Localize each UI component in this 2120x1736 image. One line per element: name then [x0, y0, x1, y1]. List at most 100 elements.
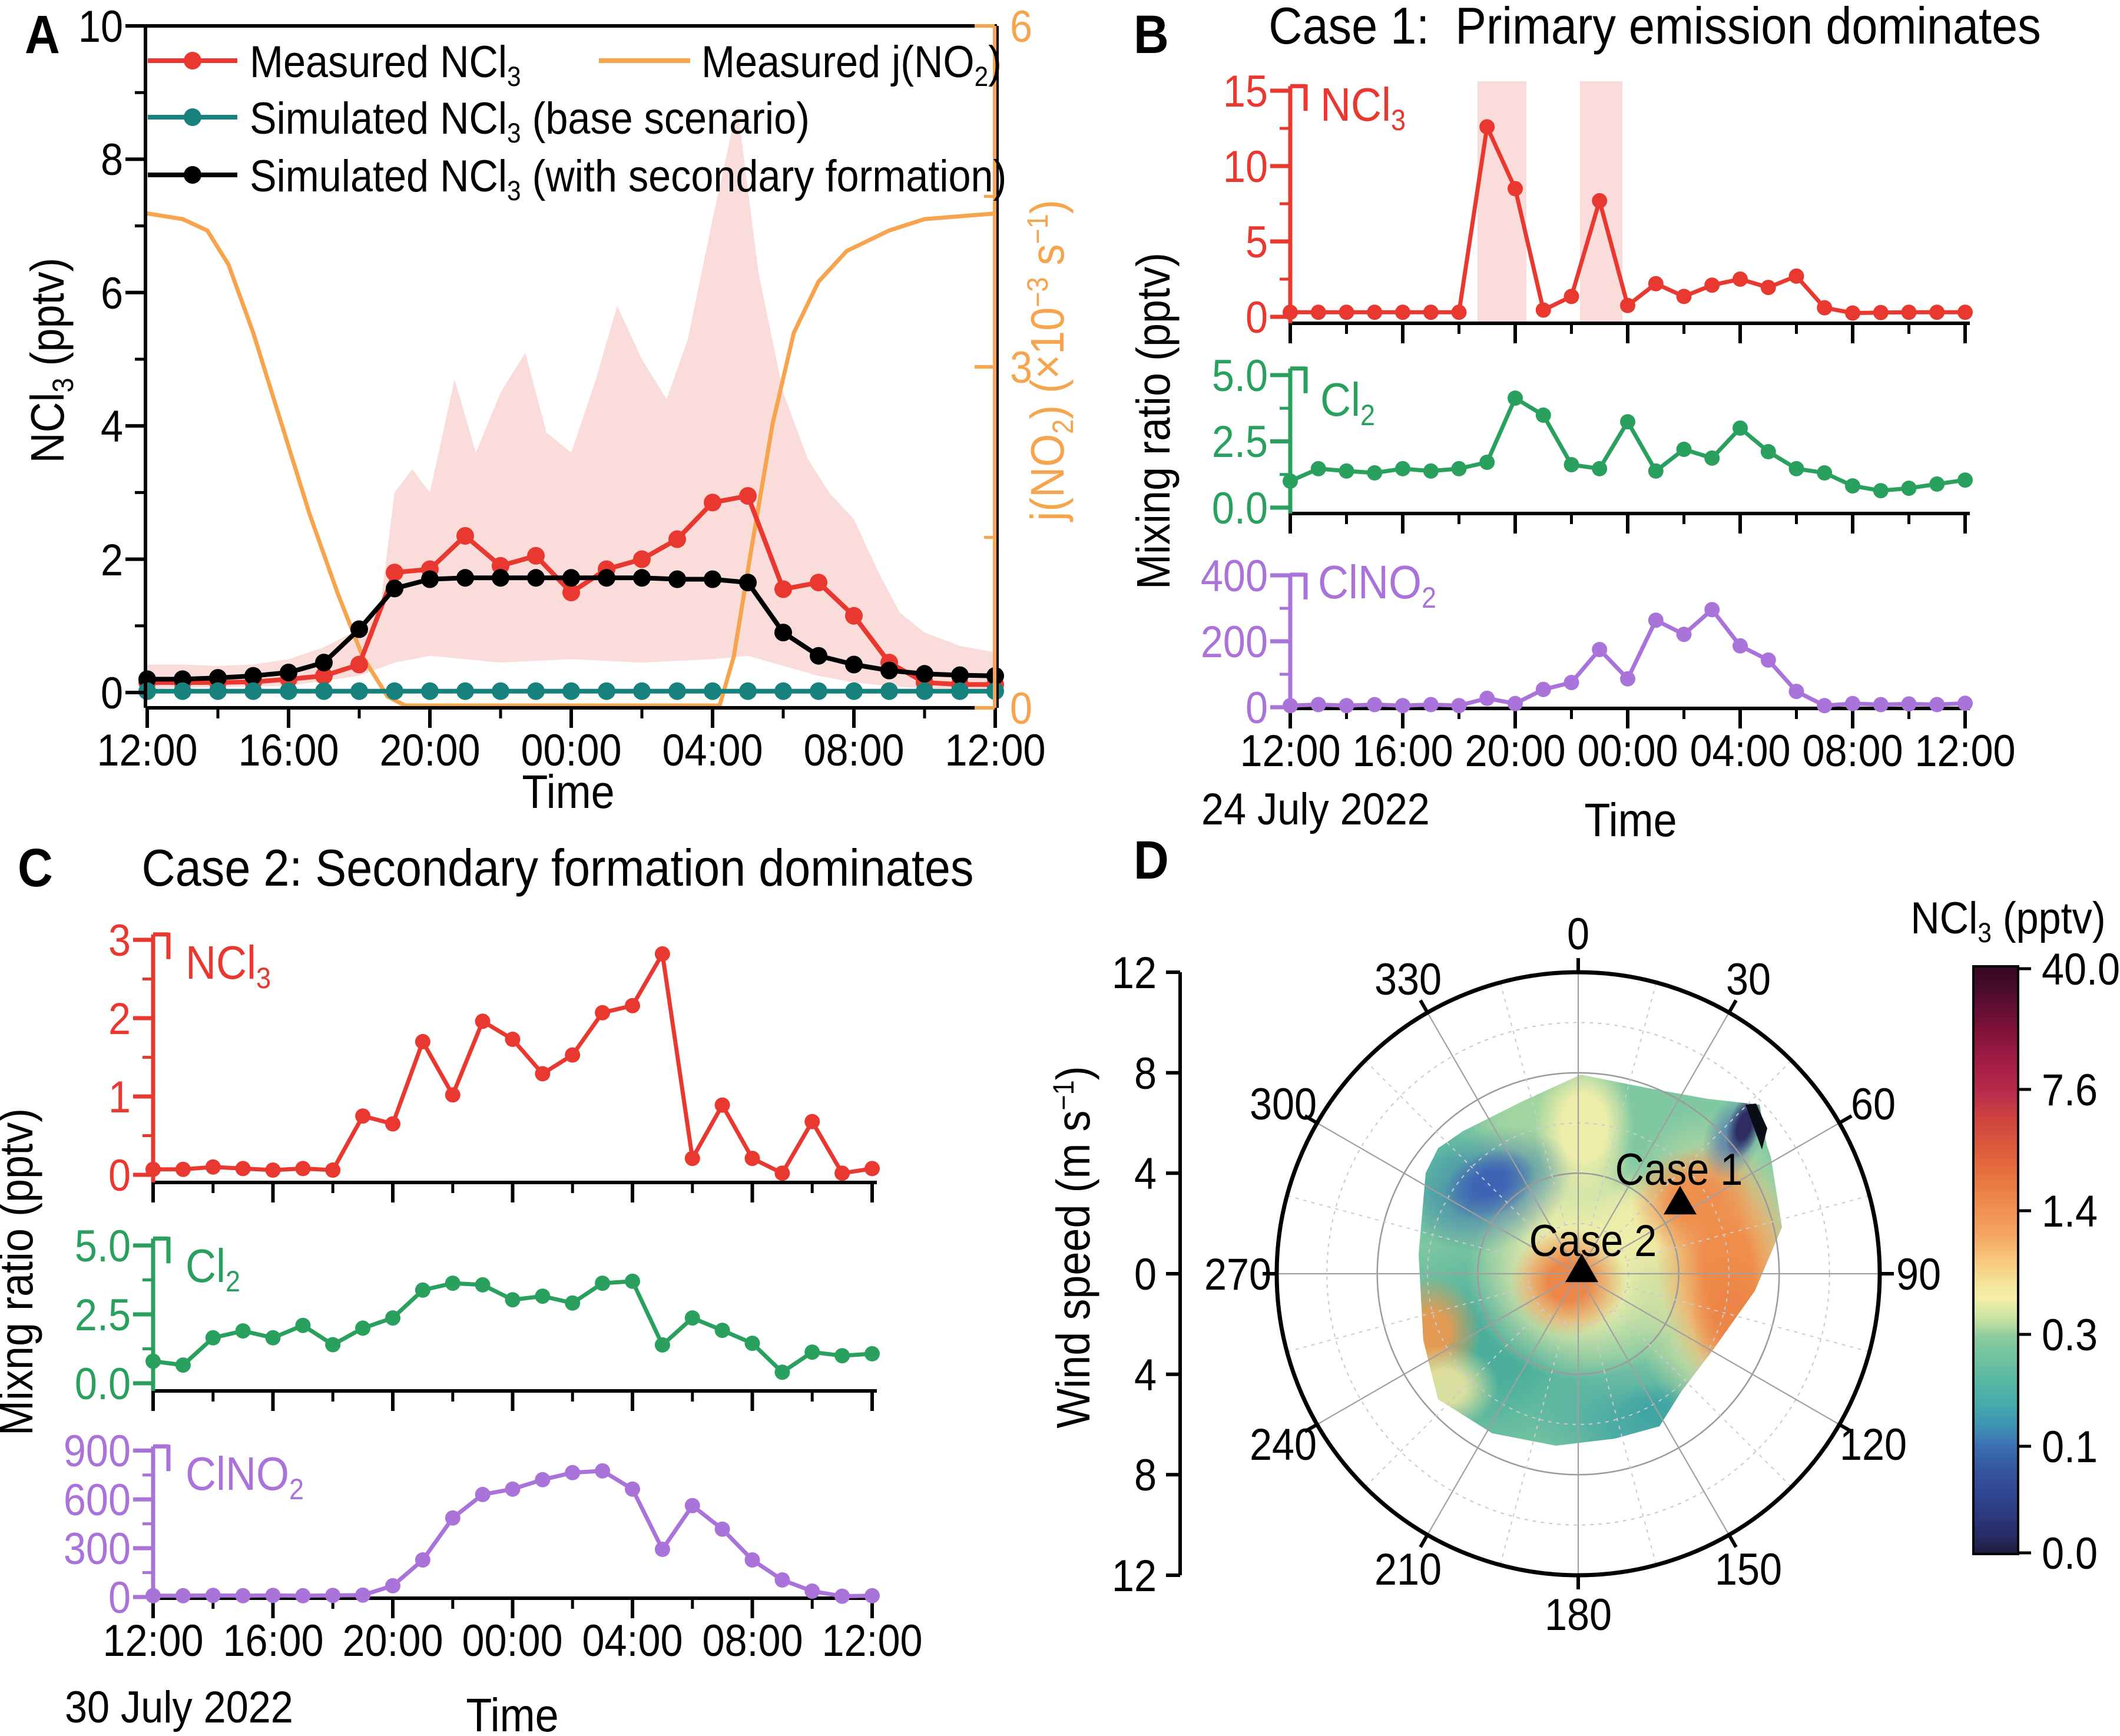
svg-text:3: 3: [1010, 343, 1032, 393]
svg-text:Time: Time: [1584, 794, 1677, 847]
svg-text:120: 120: [1840, 1420, 1907, 1470]
svg-text:A: A: [25, 4, 60, 65]
svg-text:150: 150: [1715, 1545, 1782, 1595]
svg-text:Case 2: Case 2: [1529, 1217, 1657, 1266]
svg-text:60: 60: [1851, 1080, 1896, 1129]
svg-text:Mixing ratio (pptv): Mixing ratio (pptv): [1128, 253, 1180, 589]
svg-text:30: 30: [1726, 955, 1771, 1005]
svg-text:2.5: 2.5: [1212, 418, 1268, 467]
svg-text:2: 2: [101, 536, 123, 585]
svg-text:20:00: 20:00: [379, 726, 480, 776]
svg-text:240: 240: [1250, 1420, 1317, 1470]
svg-text:0: 0: [1246, 293, 1268, 343]
svg-text:300: 300: [64, 1525, 131, 1574]
svg-text:180: 180: [1545, 1591, 1612, 1640]
svg-text:j(NO2) (×10−3 s−1): j(NO2) (×10−3 s−1): [1022, 200, 1080, 522]
svg-text:4: 4: [1134, 1149, 1157, 1199]
svg-text:8: 8: [101, 135, 123, 185]
svg-text:0.3: 0.3: [2042, 1311, 2098, 1360]
svg-text:ClNO2: ClNO2: [1318, 556, 1436, 615]
svg-text:NCl3: NCl3: [186, 937, 271, 995]
svg-text:Case 2: Secondary formation do: Case 2: Secondary formation dominates: [142, 839, 974, 897]
svg-text:Time: Time: [522, 766, 614, 819]
svg-text:04:00: 04:00: [662, 726, 763, 776]
svg-text:Case 1: Case 1: [1615, 1145, 1743, 1195]
svg-text:4: 4: [1134, 1351, 1157, 1400]
svg-text:0.0: 0.0: [2042, 1529, 2098, 1579]
svg-text:210: 210: [1374, 1545, 1442, 1595]
svg-text:0: 0: [1134, 1250, 1157, 1300]
svg-text:D: D: [1134, 830, 1169, 890]
svg-text:08:00: 08:00: [803, 726, 904, 776]
svg-text:5.0: 5.0: [1212, 352, 1268, 401]
svg-text:NCl3: NCl3: [1320, 79, 1406, 137]
svg-text:12:00: 12:00: [1240, 727, 1340, 776]
svg-text:12: 12: [1112, 1552, 1157, 1601]
svg-text:Mixng ratio (pptv): Mixng ratio (pptv): [0, 1108, 43, 1436]
svg-text:12:00: 12:00: [822, 1616, 922, 1666]
svg-text:16:00: 16:00: [223, 1616, 323, 1666]
svg-text:5.0: 5.0: [75, 1222, 131, 1271]
svg-text:Wind speed (m s−1): Wind speed (m s−1): [1048, 1066, 1100, 1428]
svg-text:0: 0: [1246, 684, 1268, 733]
svg-text:24 July 2022: 24 July 2022: [1201, 785, 1430, 834]
svg-text:0: 0: [101, 669, 123, 718]
svg-text:6: 6: [101, 269, 123, 319]
svg-text:0: 0: [108, 1151, 131, 1201]
svg-text:04:00: 04:00: [1690, 727, 1790, 776]
svg-text:5: 5: [1246, 218, 1268, 267]
svg-text:10: 10: [78, 2, 123, 52]
svg-text:00:00: 00:00: [462, 1616, 562, 1666]
svg-text:1: 1: [108, 1073, 131, 1122]
svg-text:10: 10: [1223, 143, 1268, 192]
svg-text:0.0: 0.0: [75, 1360, 131, 1409]
svg-text:20:00: 20:00: [342, 1616, 443, 1666]
svg-text:NCl3 (pptv): NCl3 (pptv): [1910, 894, 2105, 949]
svg-text:00:00: 00:00: [1577, 727, 1678, 776]
svg-text:Simulated NCl3 (base scenario): Simulated NCl3 (base scenario): [250, 94, 810, 149]
svg-text:16:00: 16:00: [1352, 727, 1453, 776]
svg-text:300: 300: [1250, 1080, 1317, 1129]
svg-text:8: 8: [1134, 1049, 1157, 1099]
svg-text:Measured NCl3: Measured NCl3: [250, 38, 521, 92]
svg-text:Case 1: Primary emission domi: Case 1: Primary emission dominates: [1268, 0, 2040, 55]
svg-text:04:00: 04:00: [582, 1616, 683, 1666]
svg-text:12:00: 12:00: [102, 1616, 203, 1666]
svg-text:40.0: 40.0: [2042, 945, 2120, 995]
svg-text:08:00: 08:00: [1802, 727, 1903, 776]
svg-text:2.5: 2.5: [75, 1291, 131, 1340]
svg-text:20:00: 20:00: [1465, 727, 1565, 776]
svg-text:B: B: [1134, 4, 1169, 65]
svg-text:4: 4: [101, 402, 123, 452]
svg-text:2: 2: [108, 995, 131, 1044]
svg-text:00:00: 00:00: [521, 726, 621, 776]
svg-text:Time: Time: [466, 1689, 558, 1736]
svg-text:8: 8: [1134, 1451, 1157, 1500]
svg-text:30 July 2022: 30 July 2022: [65, 1683, 293, 1732]
svg-text:270: 270: [1204, 1250, 1271, 1300]
svg-text:330: 330: [1374, 955, 1442, 1005]
svg-text:12: 12: [1112, 949, 1157, 998]
svg-text:12:00: 12:00: [945, 726, 1045, 776]
svg-text:ClNO2: ClNO2: [186, 1448, 304, 1506]
svg-text:Cl2: Cl2: [186, 1240, 240, 1298]
svg-text:0: 0: [1010, 684, 1032, 734]
svg-text:15: 15: [1223, 67, 1268, 117]
svg-text:200: 200: [1201, 618, 1268, 667]
svg-text:0.1: 0.1: [2042, 1423, 2098, 1472]
svg-text:Simulated NCl3 (with secondary: Simulated NCl3 (with secondary formation…: [250, 152, 1006, 207]
svg-text:NCl3 (pptv): NCl3 (pptv): [22, 257, 80, 463]
svg-text:3: 3: [108, 916, 131, 966]
svg-text:90: 90: [1896, 1250, 1941, 1300]
svg-text:400: 400: [1201, 552, 1268, 601]
svg-text:Measured j(NO2): Measured j(NO2): [701, 38, 1002, 92]
svg-text:Cl2: Cl2: [1320, 374, 1375, 432]
svg-text:16:00: 16:00: [238, 726, 339, 776]
svg-text:0: 0: [1567, 910, 1589, 959]
svg-text:6: 6: [1010, 2, 1032, 52]
svg-text:600: 600: [64, 1476, 131, 1525]
svg-text:12:00: 12:00: [1914, 727, 2015, 776]
svg-text:12:00: 12:00: [97, 726, 197, 776]
svg-text:0.0: 0.0: [1212, 484, 1268, 534]
svg-text:1.4: 1.4: [2042, 1187, 2098, 1237]
